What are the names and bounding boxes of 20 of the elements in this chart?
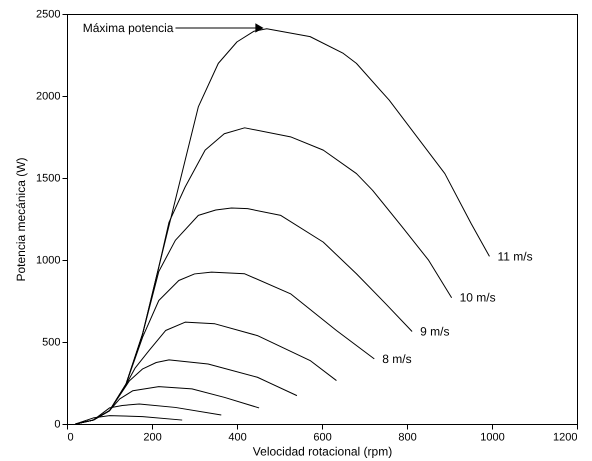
y-axis-title: Potencia mecánica (W) [14, 157, 28, 282]
x-tick-label: 600 [313, 432, 332, 444]
x-tick-label: 0 [68, 432, 74, 444]
x-tick-label: 1200 [553, 432, 578, 444]
y-tick-label: 500 [42, 336, 60, 348]
series-label: 10 m/s [460, 290, 496, 305]
x-tick-label: 200 [143, 432, 162, 444]
x-tick-label: 800 [398, 432, 417, 444]
y-tick-label: 2500 [36, 8, 60, 20]
x-tick-label: 400 [228, 432, 247, 444]
series-label: 8 m/s [382, 352, 412, 366]
annotation: Máxima potencia [82, 20, 174, 35]
y-tick-label: 2000 [36, 90, 60, 102]
y-tick-label: 1500 [36, 172, 60, 184]
series-label: 11 m/s [497, 249, 533, 264]
x-axis-title: Velocidad rotacional (rpm) [252, 444, 392, 458]
x-tick-label: 1000 [480, 432, 505, 444]
series-label: 9 m/s [420, 324, 450, 339]
y-tick-label: 1000 [36, 254, 60, 266]
y-tick-label: 0 [54, 418, 60, 430]
